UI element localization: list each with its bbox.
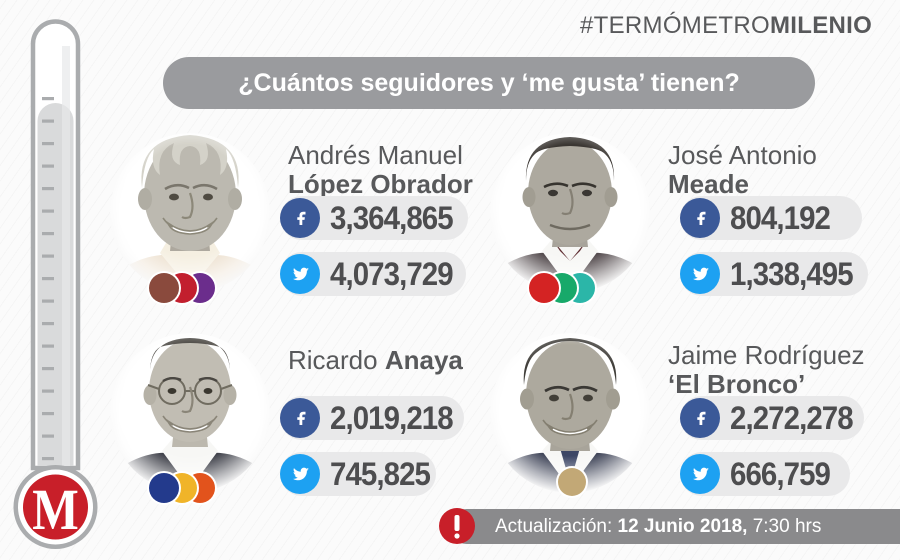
svg-text:M: M	[32, 477, 79, 542]
